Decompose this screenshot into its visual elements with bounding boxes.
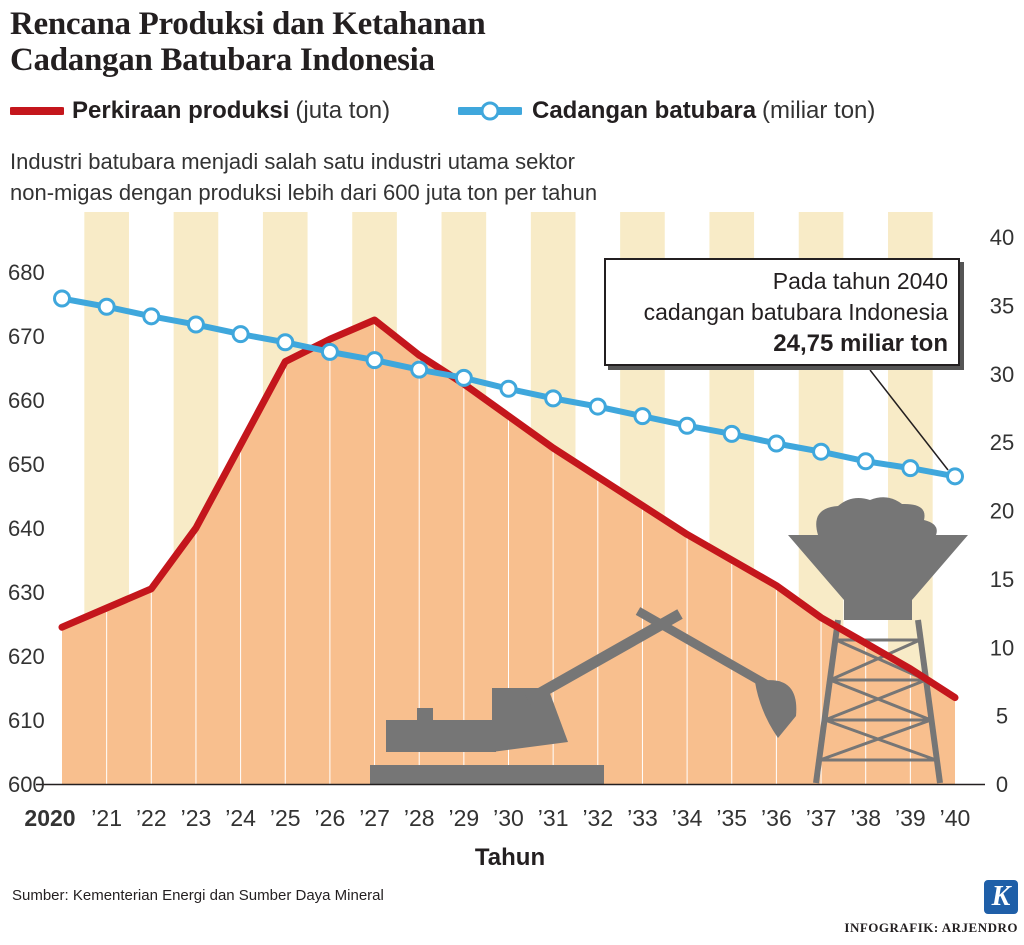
x-tick: ’39 xyxy=(895,805,926,831)
y-left-tick: 680 xyxy=(8,260,45,285)
y-right-tick: 15 xyxy=(990,567,1014,592)
reserve-point xyxy=(499,379,518,398)
reserve-point xyxy=(588,397,607,416)
y-left-tick: 670 xyxy=(8,324,45,349)
y-left-tick: 660 xyxy=(8,388,45,413)
reserve-point xyxy=(276,333,295,352)
callout-pointer xyxy=(869,369,949,471)
callout-line-2: cadangan batubara Indonesia xyxy=(643,299,948,325)
y-axis-left: 600 610 620 630 640 650 660 670 680 xyxy=(8,260,45,797)
y-left-tick: 640 xyxy=(8,516,45,541)
reserve-point xyxy=(812,442,831,461)
y-right-tick: 30 xyxy=(990,362,1014,387)
reserve-point xyxy=(365,351,384,370)
x-tick: 2020 xyxy=(24,805,75,831)
x-tick: ’34 xyxy=(672,805,703,831)
x-tick: ’38 xyxy=(850,805,881,831)
x-tick: ’22 xyxy=(136,805,167,831)
callout-box: Pada tahun 2040 cadangan batubara Indone… xyxy=(604,258,960,366)
x-tick: ’37 xyxy=(806,805,837,831)
legend-production: Perkiraan produksi (juta ton) xyxy=(10,94,390,128)
y-right-tick: 25 xyxy=(990,430,1014,455)
x-tick: ’28 xyxy=(404,805,435,831)
x-tick: ’24 xyxy=(225,805,256,831)
x-tick: ’40 xyxy=(940,805,971,831)
y-right-tick: 5 xyxy=(996,704,1008,729)
reserve-point xyxy=(856,452,875,471)
x-tick: ’31 xyxy=(538,805,569,831)
x-tick: ’33 xyxy=(627,805,658,831)
subtitle-line-1: Industri batubara menjadi salah satu ind… xyxy=(10,149,575,174)
legend-reserve-label: Cadangan batubara xyxy=(532,97,757,124)
reserve-point xyxy=(901,459,920,478)
publisher-logo: K xyxy=(984,880,1018,914)
reserve-point xyxy=(544,389,563,408)
y-left-tick: 610 xyxy=(8,708,45,733)
excavator-icon xyxy=(370,607,797,785)
reserve-point xyxy=(678,416,697,435)
subtitle-line-2: non-migas dengan produksi lebih dari 600… xyxy=(10,180,598,205)
reserve-point xyxy=(97,297,116,316)
reserve-point xyxy=(767,434,786,453)
reserve-point xyxy=(633,407,652,426)
y-right-tick: 10 xyxy=(990,635,1014,660)
y-left-tick: 630 xyxy=(8,580,45,605)
title-line-1: Rencana Produksi dan Ketahanan xyxy=(10,6,486,42)
reserve-point xyxy=(142,307,161,326)
title-line-2: Cadangan Batubara Indonesia xyxy=(10,42,435,78)
x-axis: 2020 ’21 ’22 ’23 ’24 ’25 ’26 ’27 ’28 ’29 ’30 ’31 ’32… xyxy=(24,805,970,831)
y-left-tick: 650 xyxy=(8,452,45,477)
y-right-tick: 35 xyxy=(990,293,1014,318)
reserve-point xyxy=(231,325,250,344)
x-axis-title: Tahun xyxy=(474,844,546,871)
series-line-production xyxy=(58,316,959,702)
x-tick: ’30 xyxy=(493,805,524,831)
reserve-point xyxy=(722,424,741,443)
reserve-point xyxy=(946,467,964,486)
x-tick: ’23 xyxy=(181,805,212,831)
y-right-tick: 20 xyxy=(990,499,1014,524)
y-left-tick: 620 xyxy=(8,644,45,669)
infographic-credit: INFOGRAFIK: ARJENDRO xyxy=(844,920,1018,935)
y-axis-right: 0 5 10 15 20 25 30 35 40 xyxy=(990,225,1014,797)
reserve-point xyxy=(410,360,429,379)
production-line-swatch-icon xyxy=(10,107,64,115)
reserve-points xyxy=(53,289,964,486)
legend-production-unit: (juta ton) xyxy=(295,97,391,124)
x-tick: ’21 xyxy=(91,805,122,831)
reserve-point xyxy=(320,342,339,361)
source-note: Sumber: Kementerian Energi dan Sumber Da… xyxy=(12,887,384,904)
callout-line-3: 24,75 miliar ton xyxy=(773,330,948,357)
subtitle: Industri batubara menjadi salah satu ind… xyxy=(10,146,710,208)
x-tick: ’29 xyxy=(448,805,479,831)
coal-hopper-tower-icon xyxy=(788,497,968,784)
x-tick: ’27 xyxy=(359,805,390,831)
x-tick: ’32 xyxy=(582,805,613,831)
callout-line-1: Pada tahun 2040 xyxy=(772,268,948,294)
y-right-tick: 40 xyxy=(990,225,1014,250)
x-tick: ’26 xyxy=(315,805,346,831)
reserve-line-swatch-icon xyxy=(458,101,522,121)
reserve-point xyxy=(186,315,205,334)
legend-reserve-unit: (miliar ton) xyxy=(762,97,876,124)
legend-reserve: Cadangan batubara (miliar ton) xyxy=(458,94,875,128)
reserve-point xyxy=(53,289,71,308)
legend-production-label: Perkiraan produksi xyxy=(72,97,290,124)
x-tick: ’36 xyxy=(761,805,792,831)
x-tick: ’35 xyxy=(716,805,747,831)
x-tick: ’25 xyxy=(270,805,301,831)
page-title: Rencana Produksi dan Ketahanan Cadangan … xyxy=(10,6,710,78)
y-right-tick: 0 xyxy=(996,772,1008,797)
reserve-point xyxy=(454,368,473,387)
y-left-tick: 600 xyxy=(8,772,45,797)
